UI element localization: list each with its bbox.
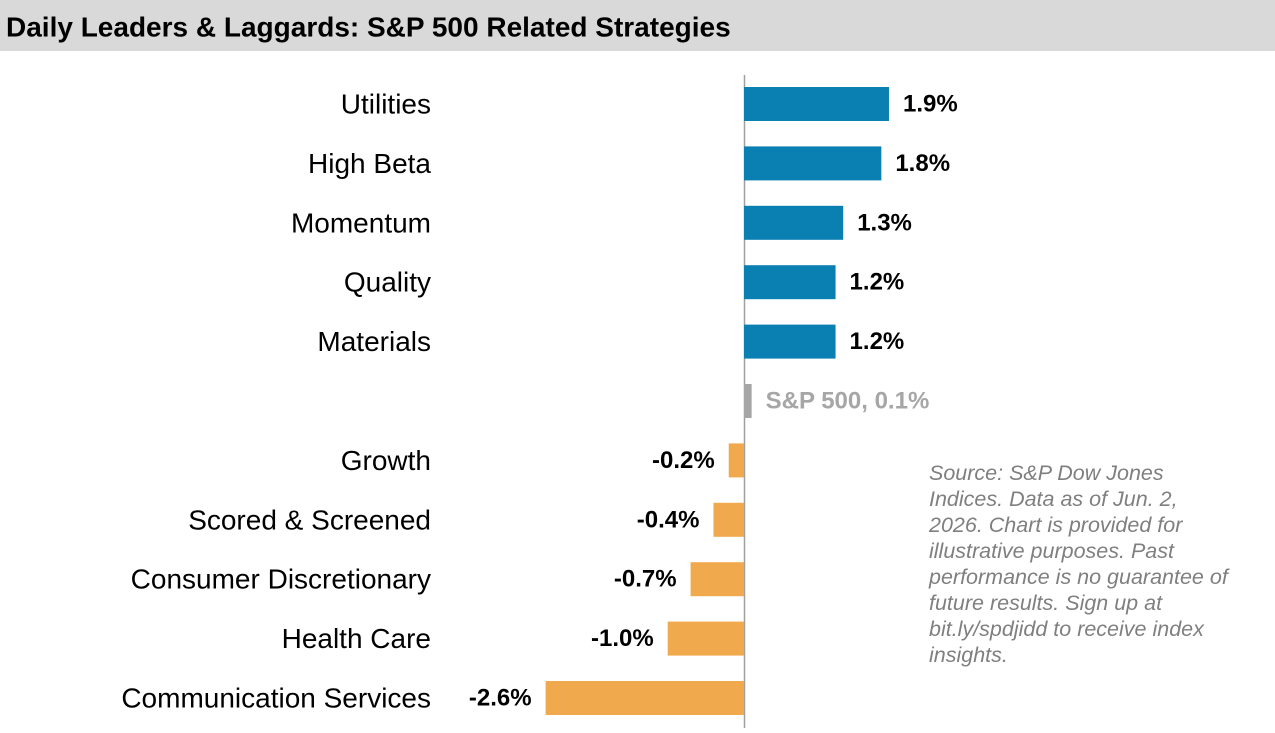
value-label: 1.3%: [857, 209, 912, 236]
category-label: Health Care: [282, 623, 431, 654]
bar: [667, 621, 744, 656]
bar: [690, 562, 744, 597]
value-label: -2.6%: [469, 685, 532, 712]
bar: [744, 324, 836, 359]
source-note: Source: S&P Dow Jones Indices. Data as o…: [929, 461, 1228, 667]
title-bar: [0, 0, 1275, 51]
category-label: Materials: [317, 326, 431, 357]
bar: [744, 146, 882, 181]
value-label: 1.9%: [903, 91, 958, 118]
value-label: 1.2%: [850, 328, 905, 355]
bar: [728, 443, 744, 478]
category-label: Communication Services: [121, 683, 431, 714]
value-label: -1.0%: [591, 625, 654, 652]
value-label: -0.7%: [614, 566, 677, 593]
category-label: High Beta: [308, 148, 431, 179]
chart-title: Daily Leaders & Laggards: S&P 500 Relate…: [6, 12, 731, 43]
value-label: -0.4%: [637, 506, 700, 533]
bar: [744, 265, 836, 300]
category-label: Quality: [344, 267, 431, 298]
value-label: 1.8%: [895, 150, 950, 177]
bar: [744, 87, 889, 121]
category-label: Scored & Screened: [188, 504, 431, 535]
category-label: Utilities: [341, 89, 431, 120]
bar: [744, 384, 752, 418]
value-label: S&P 500, 0.1%: [766, 388, 930, 415]
bar: [713, 502, 744, 537]
category-label: Momentum: [291, 207, 431, 238]
value-label: -0.2%: [652, 447, 715, 474]
value-label: 1.2%: [850, 269, 905, 296]
category-label: Growth: [341, 445, 431, 476]
bar: [744, 205, 844, 240]
bar: [545, 681, 744, 715]
category-label: Consumer Discretionary: [131, 564, 431, 595]
